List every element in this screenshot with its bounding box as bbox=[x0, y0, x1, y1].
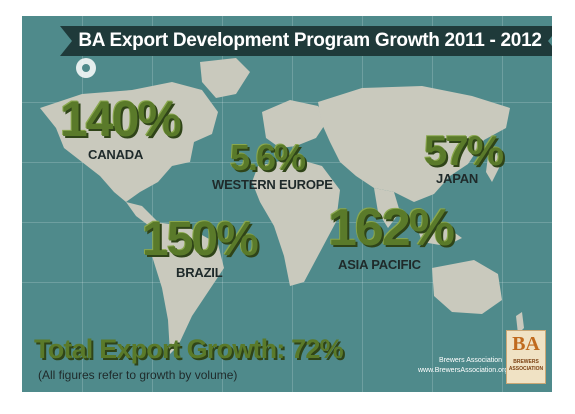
asia-pacific-growth-value: 162% bbox=[328, 199, 455, 257]
brewers-association-logo: BA BREWERS ASSOCIATION bbox=[506, 330, 546, 384]
brazil-growth-value: 150% bbox=[142, 213, 259, 266]
brazil-label: BRAZIL bbox=[176, 265, 223, 280]
japan-growth-value: 57% bbox=[424, 127, 504, 174]
volume-note: (All figures refer to growth by volume) bbox=[38, 368, 238, 382]
asia-pacific-label: ASIA PACIFIC bbox=[338, 257, 421, 272]
total-growth: Total Export Growth: 72% bbox=[34, 334, 344, 364]
footer-org: Brewers Association bbox=[438, 357, 502, 364]
page-title: BA Export Development Program Growth 201… bbox=[78, 30, 542, 51]
title-banner: BA Export Development Program Growth 201… bbox=[60, 20, 552, 62]
world-map bbox=[40, 58, 524, 354]
japan-label: JAPAN bbox=[436, 171, 479, 186]
western-europe-label: WESTERN EUROPE bbox=[212, 177, 333, 192]
footer: Brewers Association www.BrewersAssociati… bbox=[418, 356, 509, 376]
logo-text: BREWERS ASSOCIATION bbox=[508, 359, 544, 372]
western-europe-growth-value: 5.6% bbox=[230, 137, 306, 178]
infographic-poster: BA Export Development Program Growth 201… bbox=[22, 16, 552, 392]
footer-url[interactable]: www.BrewersAssociation.org bbox=[418, 367, 509, 374]
canada-growth-value: 140% bbox=[60, 91, 182, 147]
logo-mark: BA bbox=[512, 333, 540, 355]
canada-label: CANADA bbox=[88, 147, 144, 162]
